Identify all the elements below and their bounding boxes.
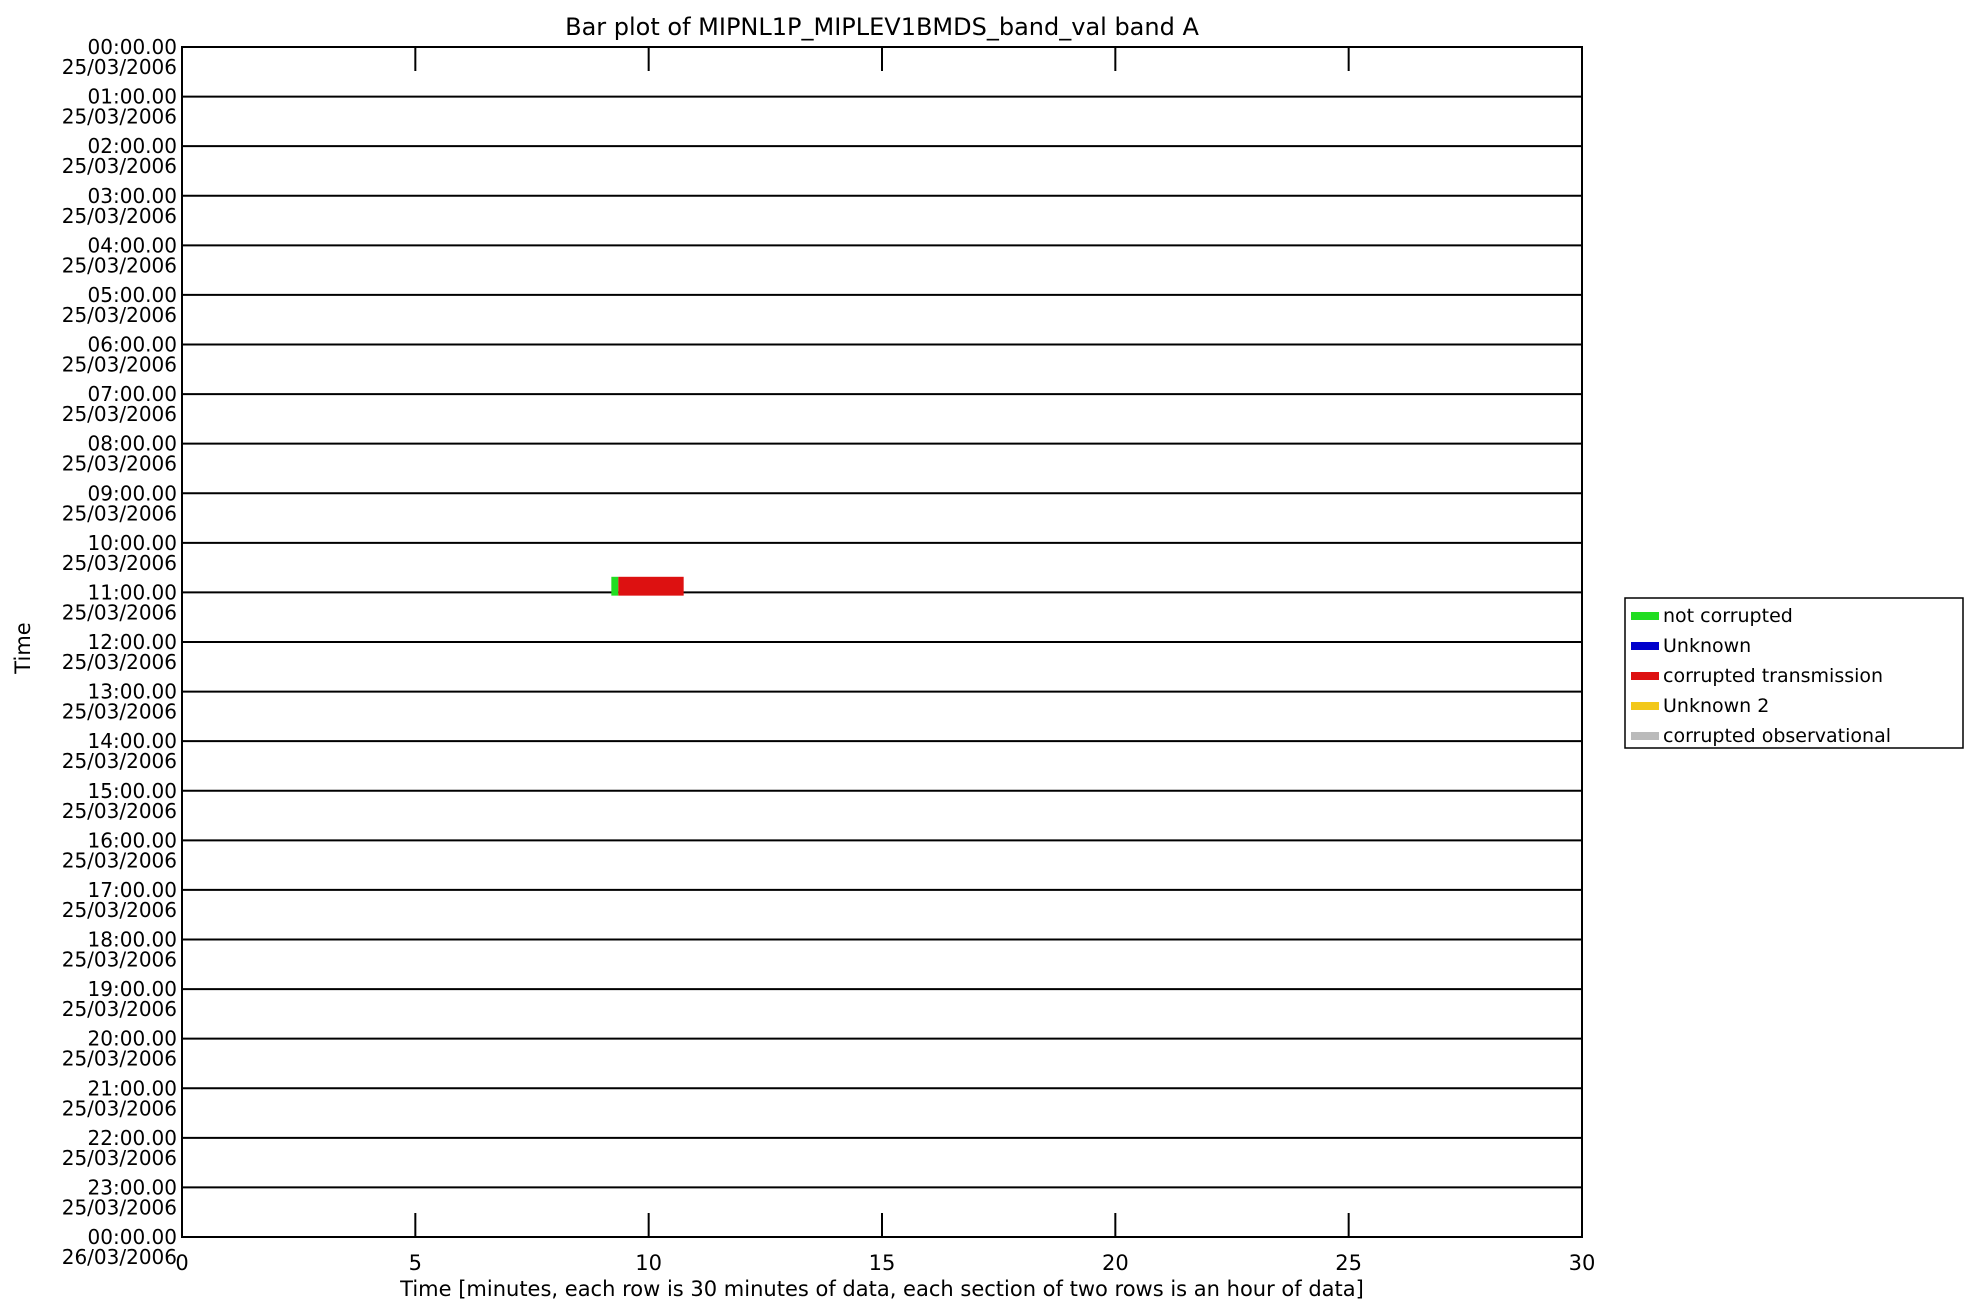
y-tick-date: 25/03/2006 [62,848,177,872]
y-tick-time: 17:00.00 [88,878,177,902]
y-tick-time: 06:00.00 [88,333,177,357]
legend-label: Unknown 2 [1663,695,1769,717]
y-tick-time: 05:00.00 [88,283,177,307]
y-tick-date: 25/03/2006 [62,551,177,575]
y-tick-labels: 00:00.0025/03/200601:00.0025/03/200602:0… [62,35,177,1269]
y-tick-time: 07:00.00 [88,382,177,406]
y-tick-date: 25/03/2006 [62,1195,177,1219]
y-tick-date: 25/03/2006 [62,600,177,624]
y-tick-date: 25/03/2006 [62,303,177,327]
y-tick-date: 25/03/2006 [62,650,177,674]
x-tick-label: 0 [175,1251,188,1275]
y-tick-time: 20:00.00 [88,1027,177,1051]
y-tick-date: 25/03/2006 [62,1047,177,1071]
y-tick-date: 25/03/2006 [62,501,177,525]
legend-label: corrupted transmission [1663,665,1883,687]
y-tick-time: 21:00.00 [88,1076,177,1100]
x-tick-label: 15 [869,1251,896,1275]
y-tick-time: 08:00.00 [88,432,177,456]
y-tick-date: 25/03/2006 [62,997,177,1021]
y-tick-date: 25/03/2006 [62,154,177,178]
y-tick-time: 00:00.00 [88,1225,177,1249]
chart-title: Bar plot of MIPNL1P_MIPLEV1BMDS_band_val… [565,13,1199,41]
y-tick-date: 25/03/2006 [62,55,177,79]
y-tick-date: 25/03/2006 [62,1096,177,1120]
legend-swatch [1631,732,1659,740]
x-tick-labels: 0 5 10 15 20 25 30 [175,1251,1595,1275]
y-tick-time: 23:00.00 [88,1175,177,1199]
legend-label: corrupted observational [1663,725,1891,747]
y-tick-time: 15:00.00 [88,779,177,803]
legend-swatch [1631,672,1659,680]
y-tick-date: 25/03/2006 [62,948,177,972]
data-bar [618,576,684,596]
y-tick-date: 25/03/2006 [62,253,177,277]
y-tick-date: 25/03/2006 [62,402,177,426]
y-tick-time: 14:00.00 [88,729,177,753]
legend-box [1624,597,1964,749]
y-tick-time: 19:00.00 [88,977,177,1001]
legend: not corrupted Unknown corrupted transmissi… [1624,597,1964,749]
y-tick-time: 04:00.00 [88,233,177,257]
y-tick-date: 25/03/2006 [62,799,177,823]
y-tick-date: 25/03/2006 [62,1146,177,1170]
y-tick-date: 25/03/2006 [62,452,177,476]
y-tick-date: 25/03/2006 [62,749,177,773]
legend-swatch [1631,642,1659,650]
y-tick-time: 10:00.00 [88,531,177,555]
y-tick-time: 03:00.00 [88,184,177,208]
y-tick-time: 16:00.00 [88,828,177,852]
y-tick-time: 02:00.00 [88,134,177,158]
legend-swatch [1631,702,1659,710]
y-tick-time: 13:00.00 [88,680,177,704]
x-tick-label: 20 [1102,1251,1129,1275]
y-tick-time: 12:00.00 [88,630,177,654]
x-tick-marks [414,47,1350,1237]
legend-label: Unknown [1663,635,1751,657]
y-tick-date: 25/03/2006 [62,353,177,377]
y-tick-time: 00:00.00 [88,35,177,59]
data-bar [611,576,619,596]
legend-swatch [1631,612,1659,620]
x-tick-label: 10 [635,1251,662,1275]
y-tick-time: 22:00.00 [88,1126,177,1150]
plot-area [181,46,1583,1238]
y-tick-date: 25/03/2006 [62,204,177,228]
y-tick-time: 18:00.00 [88,928,177,952]
y-tick-date: 25/03/2006 [62,700,177,724]
x-tick-label: 30 [1569,1251,1596,1275]
y-axis-label: Time [11,622,35,674]
y-tick-time: 01:00.00 [88,85,177,109]
x-tick-label: 25 [1335,1251,1362,1275]
y-tick-date: 25/03/2006 [62,898,177,922]
y-tick-time: 11:00.00 [88,580,177,604]
x-axis-label: Time [minutes, each row is 30 minutes of… [399,1277,1364,1301]
x-tick-label: 5 [409,1251,422,1275]
legend-label: not corrupted [1663,605,1793,627]
y-tick-date: 26/03/2006 [62,1245,177,1269]
data-bars [611,576,684,596]
y-tick-date: 25/03/2006 [62,105,177,129]
hour-row-lines [182,95,1582,1189]
y-tick-time: 09:00.00 [88,481,177,505]
